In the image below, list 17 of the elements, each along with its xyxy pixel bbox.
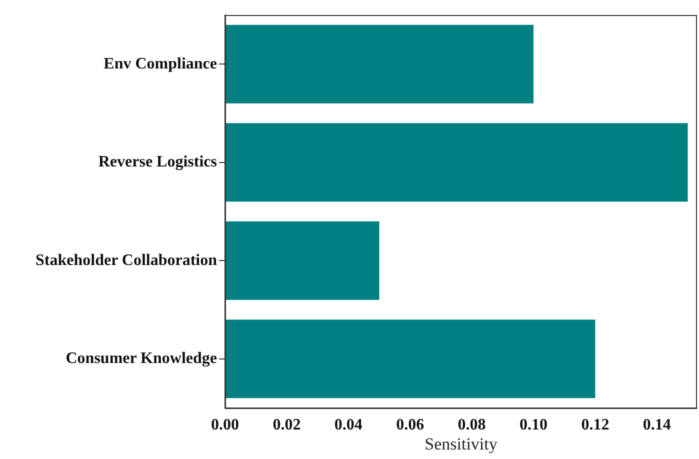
bar	[225, 123, 688, 202]
x-tick-label: 0.12	[581, 416, 610, 434]
bar	[225, 320, 596, 398]
x-tick-label: 0.00	[211, 416, 239, 434]
y-tick-label: Env Compliance	[104, 55, 217, 72]
bar	[225, 221, 380, 300]
y-tick-label: Consumer Knowledge	[66, 350, 217, 368]
bar	[225, 24, 534, 104]
x-tick-label: 0.04	[334, 416, 362, 434]
y-tick-label: Stakeholder Collaboration	[36, 252, 218, 269]
y-tick-label: Reverse Logistics	[98, 154, 217, 171]
x-tick-label: 0.08	[458, 416, 486, 434]
x-tick-label: 0.02	[272, 416, 301, 434]
x-tick-label: 0.14	[642, 416, 671, 434]
x-tick-label: 0.06	[396, 416, 424, 434]
x-axis-title: Sensitivity	[424, 434, 498, 454]
x-tick-label: 0.10	[519, 416, 548, 434]
